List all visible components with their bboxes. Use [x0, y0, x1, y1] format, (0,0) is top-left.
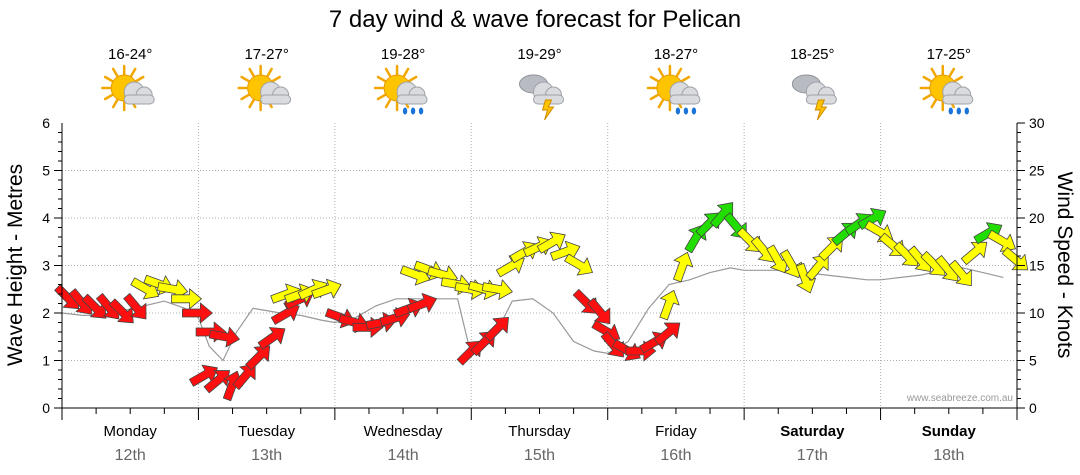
wind-arrow: [805, 254, 829, 281]
y-right-tick-label: 10: [1029, 305, 1045, 321]
wind-arrow: [709, 202, 734, 229]
wind-arrow: [232, 363, 256, 391]
wind-arrow: [549, 240, 581, 261]
wind-arrow: [130, 277, 160, 300]
wind-arrow: [536, 231, 566, 254]
y-right-tick-label: 0: [1029, 400, 1037, 416]
wind-arrow: [181, 302, 213, 324]
temperature-range: 18-27°: [654, 46, 698, 63]
y-right-tick-label: 25: [1029, 163, 1045, 179]
wind-arrow: [257, 327, 286, 350]
partly-cloudy-icon: [237, 64, 292, 112]
wind-arrow: [311, 278, 342, 299]
temperature-range: 19-28°: [381, 46, 425, 63]
wind-arrow: [270, 302, 300, 325]
chart-title: 7 day wind & wave forecast for Pelican: [329, 6, 741, 33]
wind-arrow: [587, 297, 611, 325]
storm-cloud-icon: [791, 74, 837, 121]
date-label: 16th: [660, 447, 691, 464]
wave-series: [61, 267, 1004, 362]
y-left-tick-label: 0: [42, 400, 50, 416]
wind-arrow: [795, 262, 816, 294]
wind-arrow: [108, 298, 134, 324]
wind-arrow: [484, 317, 509, 342]
temperature-range: 16-24°: [108, 46, 152, 63]
wind-arrow: [659, 289, 680, 321]
day-label: Sunday: [922, 423, 977, 440]
wind-arrow: [653, 322, 681, 346]
date-label: 12th: [115, 447, 146, 464]
day-label: Tuesday: [238, 423, 295, 440]
y-axis-right-label: Wind Speed - Knots: [1053, 172, 1076, 359]
sun-cloud-rain-icon: [919, 64, 974, 115]
y-right-tick-label: 15: [1029, 258, 1045, 274]
wind-arrow: [481, 279, 513, 300]
day-header: 16-24° Monday 12th 17-27° Tuesday 13th 19-28° W…: [100, 46, 977, 464]
y-axis-left-label: Wave Height - Metres: [4, 164, 27, 366]
partly-cloudy-icon: [100, 64, 155, 112]
storm-cloud-icon: [519, 74, 564, 121]
day-label: Saturday: [780, 423, 845, 440]
grid: [62, 123, 1017, 408]
temperature-range: 17-27°: [244, 46, 288, 63]
day-label: Monday: [104, 423, 158, 440]
wind-arrow: [1001, 247, 1029, 271]
wind-arrow: [189, 364, 218, 387]
y-left-tick-label: 2: [42, 305, 50, 321]
wind-arrow: [208, 326, 240, 348]
y-right-tick-label: 5: [1029, 353, 1037, 369]
wind-arrow: [564, 253, 593, 276]
wind-arrow: [123, 293, 147, 320]
wind-series: [54, 202, 1029, 402]
temperature-range: 18-25°: [790, 46, 834, 63]
y-left-tick-label: 4: [42, 210, 50, 226]
y-left-tick-label: 6: [42, 115, 50, 131]
y-left-tick-label: 3: [42, 258, 50, 274]
wind-arrow: [766, 244, 789, 274]
wind-arrow: [81, 293, 107, 319]
temperature-range: 17-25°: [927, 46, 971, 63]
wind-arrow: [171, 288, 202, 310]
wave-height-line: [61, 267, 1004, 362]
wind-arrow: [960, 241, 988, 266]
sun-cloud-rain-icon: [646, 64, 701, 115]
y-right-tick-label: 20: [1029, 210, 1045, 226]
temperature-range: 19-29°: [517, 46, 561, 63]
watermark: www.seabreeze.com.au: [906, 393, 1013, 404]
wind-arrow: [973, 222, 1003, 245]
wind-arrow: [948, 259, 972, 287]
date-label: 18th: [933, 447, 964, 464]
wind-arrow: [245, 345, 271, 371]
wind-arrow: [780, 249, 802, 279]
day-label: Friday: [655, 423, 697, 440]
date-label: 13th: [251, 447, 282, 464]
day-label: Wednesday: [364, 423, 443, 440]
y-left-tick-label: 5: [42, 163, 50, 179]
y-left-tick-label: 1: [42, 353, 50, 369]
date-label: 14th: [388, 447, 419, 464]
date-label: 17th: [797, 447, 828, 464]
sun-cloud-rain-icon: [373, 64, 428, 115]
date-label: 15th: [524, 447, 555, 464]
wind-arrow: [673, 251, 694, 283]
day-label: Thursday: [508, 423, 571, 440]
y-right-tick-label: 30: [1029, 115, 1045, 131]
axes: 0 1 2 3 4 5 6 0 5 10 15 20 25 30: [42, 115, 1045, 420]
wind-arrow: [406, 293, 438, 314]
